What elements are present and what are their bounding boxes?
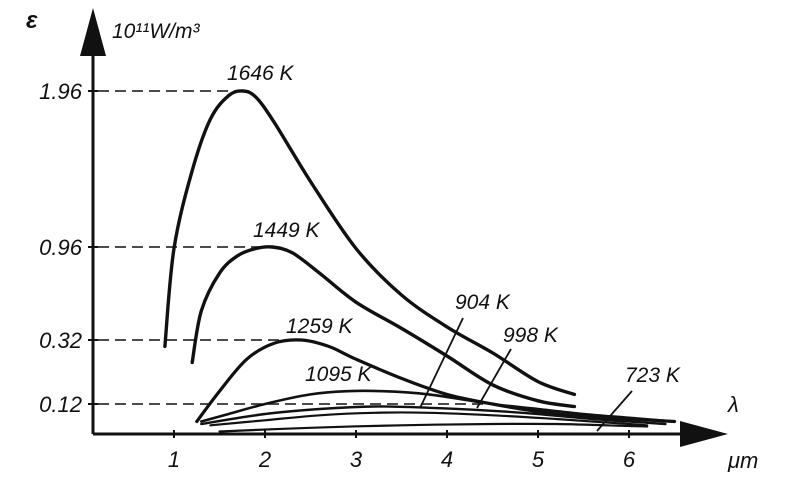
x-tick-label: 3	[350, 447, 363, 472]
y-tick-label: 0.96	[39, 235, 83, 260]
y-axis-symbol: ε	[26, 7, 38, 34]
series-curve	[163, 89, 577, 397]
y-axis-unit: 10¹¹W/m³	[112, 20, 200, 43]
series-curve	[200, 405, 667, 426]
y-axis-arrow	[80, 8, 106, 56]
series-leader-line	[419, 317, 464, 409]
series-label: 1646 K	[227, 62, 295, 85]
value-guide-lines	[98, 90, 493, 405]
x-axis-unit: μm	[727, 448, 758, 473]
series-leader-line	[596, 390, 633, 432]
series-curve	[218, 422, 649, 433]
series-label: 723 K	[625, 364, 681, 387]
x-tick-label: 6	[623, 447, 636, 472]
axes	[80, 8, 728, 447]
series-curve	[195, 338, 677, 424]
x-tick-label: 4	[441, 447, 453, 472]
y-tick-label: 0.12	[39, 392, 82, 417]
label-leader-lines	[419, 317, 633, 432]
series-leader-line	[476, 348, 512, 409]
series-curve	[200, 389, 676, 423]
series-label: 904 K	[455, 291, 511, 314]
axis-ticks: 1.96 0.96 0.32 0.12 1 2 3 4 5 6	[39, 79, 636, 472]
series-label: 998 K	[503, 324, 559, 347]
series-curve	[190, 245, 577, 409]
series-curves	[163, 89, 677, 433]
x-tick-label: 1	[168, 447, 180, 472]
series-curve	[209, 411, 649, 427]
series-labels: 1646 K 1449 K 1259 K 1095 K 998 K 904 K 723 K	[227, 62, 681, 387]
x-axis-symbol: λ	[727, 392, 739, 417]
series-label: 1095 K	[305, 363, 373, 386]
y-tick-label: 1.96	[39, 79, 83, 104]
x-axis-arrow	[680, 421, 728, 447]
series-label: 1259 K	[286, 315, 354, 338]
x-tick-label: 2	[258, 447, 271, 472]
y-tick-label: 0.32	[39, 328, 82, 353]
x-tick-label: 5	[532, 447, 545, 472]
series-label: 1449 K	[253, 219, 321, 242]
